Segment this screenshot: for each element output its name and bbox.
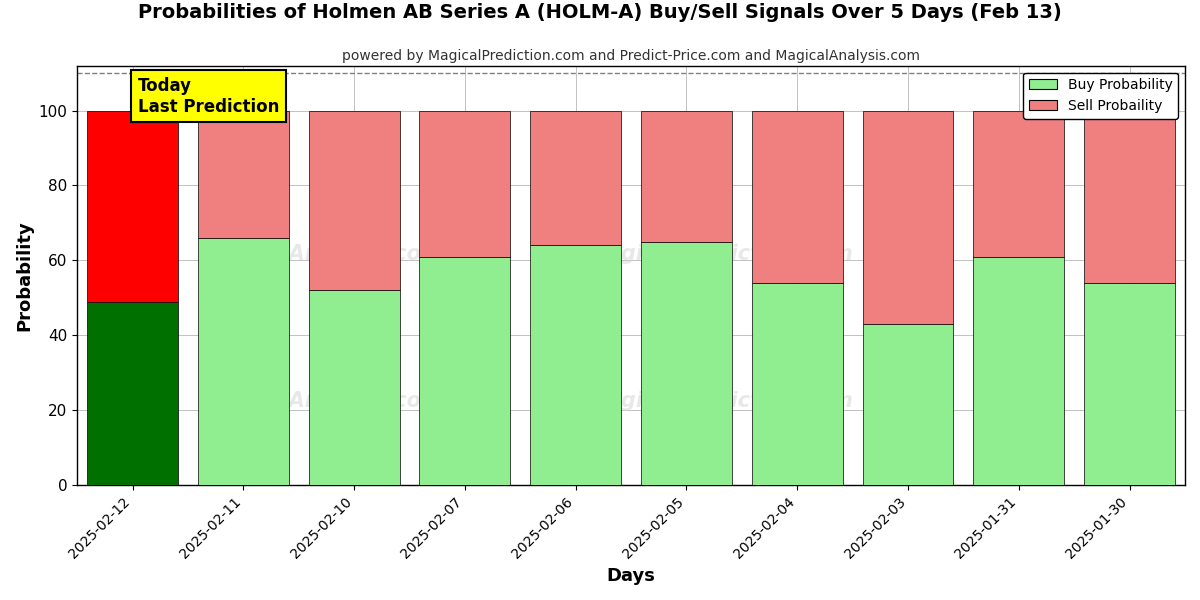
Bar [198,238,289,485]
Bar [641,110,732,242]
Bar [88,302,178,485]
Bar [530,245,622,485]
Bar [198,110,289,238]
Text: MagicalAnalysis.com: MagicalAnalysis.com [198,244,443,265]
Bar [308,290,400,485]
Bar [752,110,842,283]
Bar [752,283,842,485]
Text: MagicalPrediction.com: MagicalPrediction.com [587,244,853,265]
Legend: Buy Probability, Sell Probaility: Buy Probability, Sell Probaility [1024,73,1178,119]
Text: Today
Last Prediction: Today Last Prediction [138,77,280,116]
Y-axis label: Probability: Probability [14,220,32,331]
Title: powered by MagicalPrediction.com and Predict-Price.com and MagicalAnalysis.com: powered by MagicalPrediction.com and Pre… [342,49,920,63]
Bar [863,324,954,485]
Bar [641,242,732,485]
X-axis label: Days: Days [607,567,655,585]
Text: MagicalPrediction.com: MagicalPrediction.com [587,391,853,412]
Bar [1084,283,1175,485]
Bar [88,110,178,302]
Bar [973,110,1064,257]
Bar [530,110,622,245]
Bar [973,257,1064,485]
Bar [1084,110,1175,283]
Bar [420,257,510,485]
Bar [863,110,954,324]
Bar [420,110,510,257]
Text: Probabilities of Holmen AB Series A (HOLM-A) Buy/Sell Signals Over 5 Days (Feb 1: Probabilities of Holmen AB Series A (HOL… [138,3,1062,22]
Text: MagicalAnalysis.com: MagicalAnalysis.com [198,391,443,412]
Bar [308,110,400,290]
